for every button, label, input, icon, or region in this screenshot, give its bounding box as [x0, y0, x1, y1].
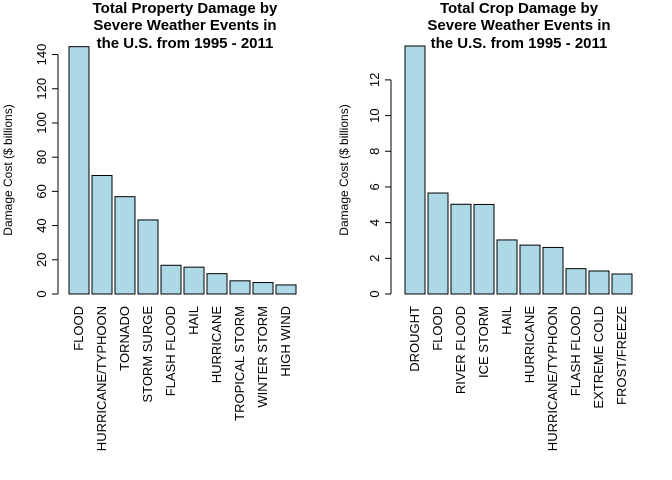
bar-high-wind [275, 284, 297, 295]
y-tick-label: 80 [34, 150, 49, 164]
bar-hurricane [519, 244, 541, 295]
y-tick-label: 120 [34, 78, 49, 100]
y-tick-label: 4 [367, 219, 382, 226]
bar-tornado [114, 196, 136, 295]
y-tick-label: 8 [367, 148, 382, 155]
bar-hurricane [206, 273, 228, 295]
bar-hurricane-typhoon [91, 174, 113, 295]
category-label: TROPICAL STORM [232, 306, 247, 421]
category-label: EXTREME COLD [591, 306, 606, 409]
chart-title-line-3: the U.S. from 1995 - 2011 [431, 35, 608, 52]
y-tick-label: 12 [367, 73, 382, 87]
bar-extreme-cold [588, 270, 610, 295]
category-label: HURRICANE [522, 306, 537, 384]
category-label: HAIL [186, 306, 201, 335]
bar-flash-flood [565, 268, 587, 295]
bar-river-flood [450, 203, 472, 295]
category-label: HURRICANE/TYPHOON [94, 306, 109, 451]
category-label: WINTER STORM [255, 306, 270, 408]
y-tick-label: 140 [34, 44, 49, 66]
category-label: STORM SURGE [140, 306, 155, 403]
bar-winter-storm [252, 282, 274, 295]
chart-title-line-1: Total Property Damage by [93, 0, 278, 17]
category-label: TORNADO [117, 306, 132, 371]
chart-title-line-2: Severe Weather Events in [93, 17, 276, 34]
property-damage-chart: Total Property Damage by Severe Weather … [1, 0, 297, 451]
y-tick-label: 60 [34, 184, 49, 198]
chart-title-line-2: Severe Weather Events in [427, 17, 610, 34]
category-label: FLASH FLOOD [163, 306, 178, 396]
bar-hail [183, 266, 205, 295]
y-tick-label: 0 [34, 290, 49, 297]
category-label: FROST/FREEZE [614, 306, 629, 405]
y-tick-label: 10 [367, 108, 382, 122]
bar-tropical-storm [229, 280, 251, 295]
category-label: FLASH FLOOD [568, 306, 583, 396]
category-label: HIGH WIND [278, 306, 293, 377]
y-tick-label: 40 [34, 218, 49, 232]
bar-frost-freeze [611, 273, 633, 295]
category-label: FLOOD [71, 306, 86, 351]
category-label: HURRICANE [209, 306, 224, 384]
y-tick-label: 2 [367, 255, 382, 262]
y-tick-label: 0 [367, 290, 382, 297]
category-label: DROUGHT [407, 306, 422, 372]
y-tick-label: 6 [367, 183, 382, 190]
crop-damage-chart: Total Crop Damage by Severe Weather Even… [337, 0, 633, 451]
y-tick-label: 20 [34, 253, 49, 267]
y-axis-label: Damage Cost ($ billions) [1, 104, 15, 235]
bar-flood [68, 46, 90, 295]
category-label: ICE STORM [476, 306, 491, 378]
chart-title-line-3: the U.S. from 1995 - 2011 [97, 35, 274, 52]
bar-hurricane-typhoon [542, 246, 564, 295]
bar-hail [496, 239, 518, 295]
chart-title-line-1: Total Crop Damage by [440, 0, 599, 17]
bar-drought [404, 45, 426, 295]
bar-storm-surge [137, 219, 159, 295]
bar-flood [427, 192, 449, 295]
category-label: FLOOD [430, 306, 445, 351]
y-tick-label: 100 [34, 112, 49, 134]
bar-ice-storm [473, 203, 495, 295]
category-label: RIVER FLOOD [453, 306, 468, 394]
y-axis-label: Damage Cost ($ billions) [337, 104, 351, 235]
bar-flash-flood [160, 264, 182, 295]
category-label: HURRICANE/TYPHOON [545, 306, 560, 451]
category-label: HAIL [499, 306, 514, 335]
